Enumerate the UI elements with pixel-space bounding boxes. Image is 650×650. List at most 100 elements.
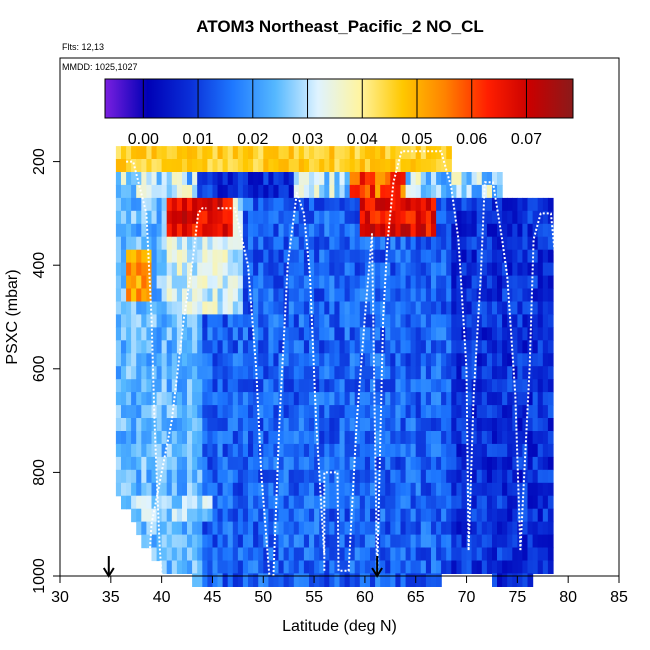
y-tick-label: 400 (31, 252, 48, 279)
heatmap-cell (542, 353, 549, 367)
heatmap-cell (197, 534, 203, 549)
heatmap-cell (532, 534, 539, 549)
heatmap-cell (527, 405, 534, 419)
heatmap-cell (298, 418, 305, 432)
heatmap-cell (161, 275, 168, 290)
heatmap-cell (268, 172, 275, 186)
heatmap-cell (507, 249, 513, 264)
heatmap-cell (400, 210, 407, 225)
heatmap-cell (192, 521, 198, 536)
heatmap-cell (329, 431, 335, 445)
heatmap-cell (461, 262, 468, 277)
heatmap-cell (476, 327, 483, 341)
heatmap-cell (293, 534, 300, 549)
heatmap-cell (207, 301, 214, 316)
heatmap-cell (207, 146, 214, 160)
heatmap-cell (227, 301, 234, 316)
heatmap-cell (242, 210, 249, 225)
heatmap-cell (410, 469, 417, 484)
heatmap-cell (425, 469, 432, 484)
heatmap-cell (512, 327, 518, 341)
heatmap-cell (441, 146, 447, 160)
heatmap-cell (481, 418, 488, 432)
heatmap-cell (319, 431, 325, 445)
heatmap-cell (187, 560, 193, 574)
heatmap-cell (334, 469, 341, 484)
heatmap-cell (415, 573, 422, 587)
heatmap-cell (481, 275, 488, 290)
heatmap-cell (456, 431, 463, 445)
heatmap-cell (466, 172, 473, 186)
heatmap-cell (471, 236, 478, 251)
heatmap-cell (547, 262, 554, 277)
heatmap-cell (319, 379, 325, 393)
heatmap-cell (156, 327, 163, 341)
heatmap-cell (192, 456, 198, 471)
heatmap-cell (171, 197, 178, 212)
heatmap-cell (547, 379, 554, 393)
heatmap-cell (451, 184, 457, 199)
heatmap-cell (512, 495, 518, 510)
heatmap-cell (385, 521, 391, 536)
heatmap-cell (268, 236, 275, 251)
heatmap-cell (481, 405, 488, 419)
heatmap-cell (166, 327, 173, 341)
heatmap-cell (492, 443, 498, 458)
heatmap-cell (258, 560, 264, 574)
heatmap-cell (405, 353, 412, 367)
heatmap-cell (441, 210, 447, 225)
heatmap-cell (248, 469, 254, 484)
heatmap-cells (115, 146, 554, 587)
heatmap-cell (161, 184, 168, 199)
heatmap-cell (232, 521, 239, 536)
heatmap-cell (324, 495, 330, 510)
heatmap-cell (115, 210, 122, 225)
heatmap-cell (278, 405, 285, 419)
heatmap-cell (151, 508, 158, 523)
heatmap-cell (309, 392, 315, 406)
heatmap-cell (161, 418, 168, 432)
heatmap-cell (115, 146, 122, 160)
heatmap-cell (517, 288, 524, 302)
heatmap-cell (202, 534, 208, 549)
heatmap-cell (197, 573, 203, 587)
heatmap-cell (405, 288, 412, 302)
heatmap-cell (385, 210, 391, 225)
heatmap-cell (258, 184, 264, 199)
heatmap-cell (232, 210, 239, 225)
heatmap-cell (507, 469, 513, 484)
heatmap-cell (502, 314, 508, 328)
heatmap-cell (431, 262, 437, 277)
heatmap-cell (451, 262, 457, 277)
heatmap-cell (283, 314, 290, 328)
heatmap-cell (400, 236, 407, 251)
heatmap-cell (268, 197, 275, 212)
heatmap-cell (436, 314, 442, 328)
heatmap-cell (202, 379, 208, 393)
heatmap-cell (461, 236, 468, 251)
heatmap-cell (436, 249, 442, 264)
heatmap-cell (248, 379, 254, 393)
heatmap-cell (151, 534, 158, 549)
heatmap-cell (192, 469, 198, 484)
heatmap-cell (461, 482, 468, 497)
heatmap-cell (395, 275, 402, 290)
heatmap-cell (329, 340, 335, 354)
heatmap-cell (349, 534, 356, 549)
heatmap-cell (492, 275, 498, 290)
heatmap-cell (395, 456, 402, 471)
heatmap-cell (385, 508, 391, 523)
heatmap-cell (263, 431, 269, 445)
heatmap-cell (547, 236, 554, 251)
heatmap-cell (126, 482, 132, 497)
heatmap-cell (517, 573, 524, 587)
x-axis-label: Latitude (deg N) (282, 618, 397, 635)
heatmap-cell (171, 340, 178, 354)
heatmap-cell (232, 146, 239, 160)
heatmap-cell (232, 573, 239, 587)
heatmap-cell (486, 431, 493, 445)
heatmap-cell (542, 314, 549, 328)
heatmap-cell (390, 223, 396, 238)
heatmap-cell (182, 353, 188, 367)
heatmap-cell (136, 353, 142, 367)
